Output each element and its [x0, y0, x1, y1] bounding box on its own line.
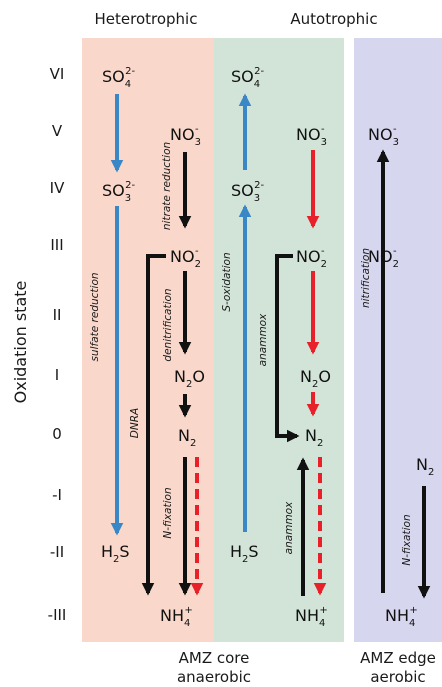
species-nh4-hetero: NH4+	[160, 605, 193, 629]
footer-amz-core: AMZ core	[179, 649, 250, 667]
level-label: I	[55, 366, 59, 384]
footer-amz-edge: AMZ edge	[360, 649, 436, 667]
species-no3-edge: NO3-	[368, 124, 399, 148]
anammox-label-lower: anammox	[283, 501, 295, 554]
oxidation-levels: VI V IV III II I 0 -I -II -III	[48, 65, 67, 624]
species-no2-hetero: NO2-	[170, 246, 201, 270]
autotrophic-header: Autotrophic	[290, 10, 377, 28]
level-label: IV	[50, 179, 65, 197]
y-axis-label: Oxidation state	[11, 281, 30, 404]
species-h2s-auto: H2S	[230, 542, 259, 565]
species-n2-hetero: N2	[178, 426, 196, 449]
species-n2-auto: N2	[305, 426, 323, 449]
species-n2o-auto: N2O	[300, 367, 331, 390]
n-fixation-label-edge: N-fixation	[401, 514, 413, 565]
level-label: II	[53, 306, 62, 324]
dnra-label: DNRA	[129, 408, 141, 438]
footer-anaerobic: anaerobic	[177, 668, 251, 686]
level-label: -II	[50, 543, 64, 561]
species-nh4-auto: NH4+	[295, 605, 328, 629]
nitrification-label: nitrification	[360, 248, 372, 308]
level-label: 0	[52, 425, 62, 443]
species-no3-hetero: NO3-	[170, 124, 201, 148]
anammox-label-upper: anammox	[257, 313, 269, 366]
heterotrophic-header: Heterotrophic	[95, 10, 198, 28]
level-label: -I	[52, 486, 62, 504]
species-n2-edge: N2	[416, 455, 434, 478]
denitrification-label: denitrification	[162, 288, 174, 361]
species-so3-hetero: SO32-	[102, 180, 135, 204]
footer-aerobic: aerobic	[370, 668, 425, 686]
species-no3-auto: NO3-	[296, 124, 327, 148]
nitrate-reduction-label: nitrate reduction	[161, 142, 173, 230]
species-no2-edge: NO2-	[368, 246, 399, 270]
level-label: V	[52, 122, 63, 140]
dnra-arrow	[141, 254, 166, 596]
species-no2-auto: NO2-	[296, 246, 327, 270]
species-so4-hetero: SO42-	[102, 66, 135, 90]
amz-edge-panel	[354, 38, 442, 642]
n-fixation-label-hetero: N-fixation	[162, 487, 174, 538]
level-label: -III	[48, 606, 67, 624]
species-so3-auto: SO32-	[231, 180, 264, 204]
s-oxidation-label: S-oxidation	[221, 252, 233, 311]
level-label: VI	[50, 65, 65, 83]
level-label: III	[50, 236, 63, 254]
sulfate-reduction-label: sulfate reduction	[89, 272, 101, 361]
species-n2o-hetero: N2O	[174, 367, 205, 390]
species-so4-auto: SO42-	[231, 66, 264, 90]
species-nh4-edge: NH4+	[385, 605, 418, 629]
species-h2s-hetero: H2S	[101, 542, 130, 565]
anammox-arrow-upper	[275, 254, 300, 443]
